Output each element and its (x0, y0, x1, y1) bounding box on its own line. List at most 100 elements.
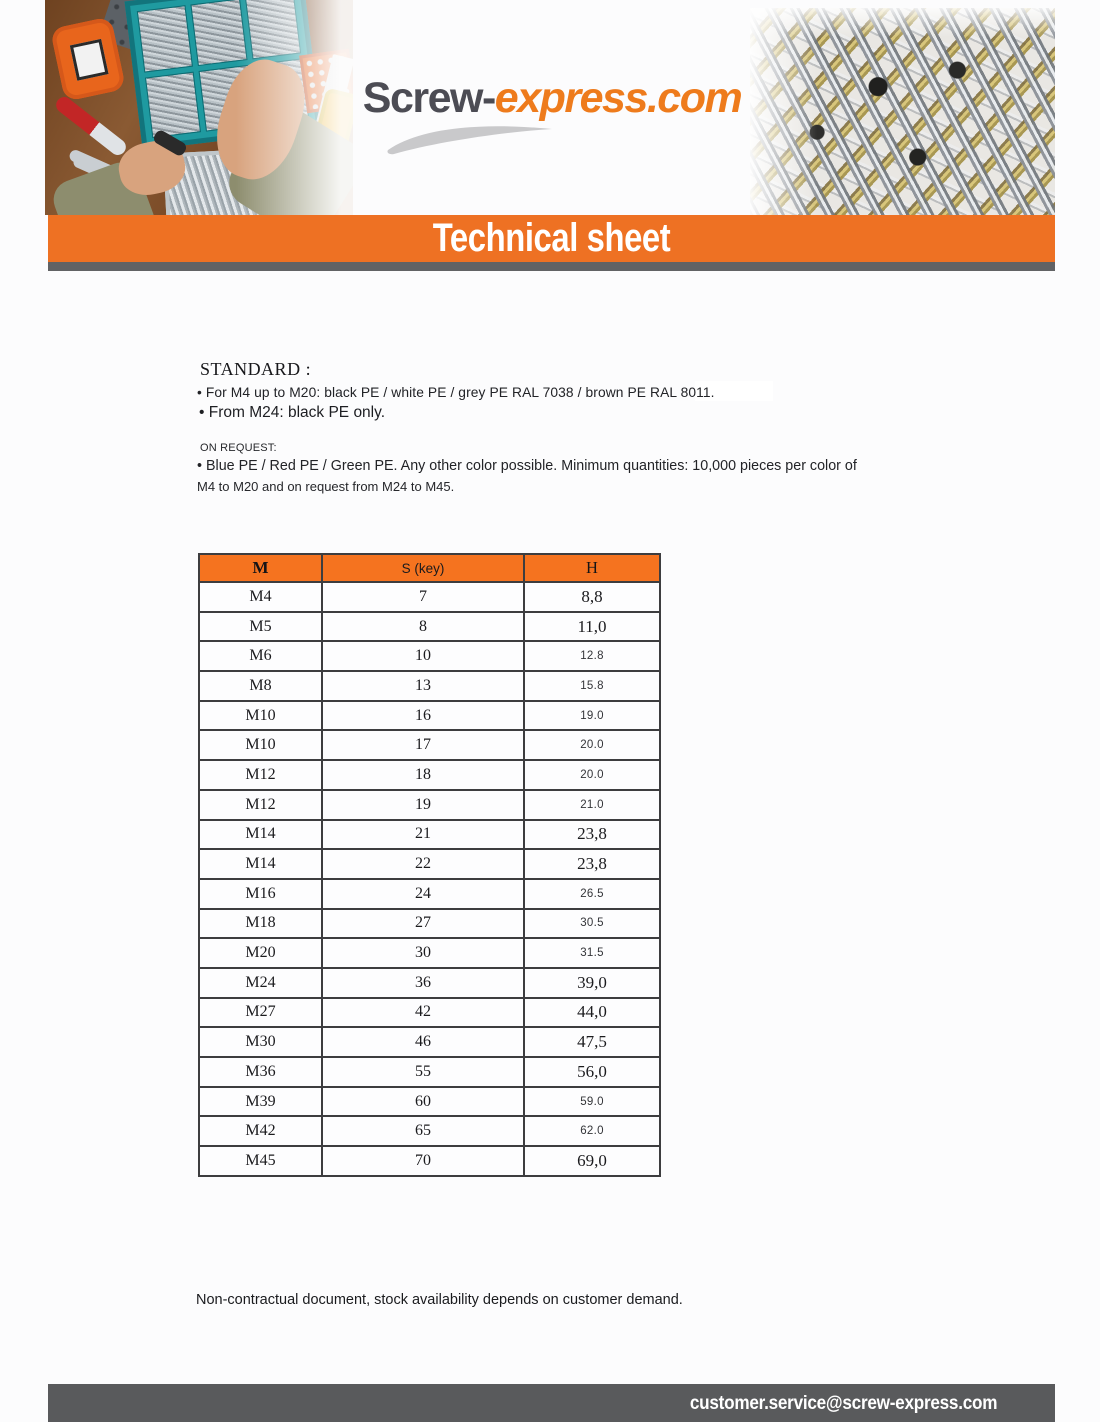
column-header-s-key: S (key) (321, 553, 525, 583)
table-row: M14 21 23,8 (198, 818, 661, 851)
cell-h: 23,8 (523, 818, 661, 851)
cell-m: M24 (198, 966, 323, 999)
cell-s-key: 60 (321, 1085, 525, 1118)
tape-measure-detail (49, 16, 127, 102)
dimensions-table: M S (key) H M4 7 8,8 M5 8 11,0 M6 10 12.… (198, 553, 661, 1177)
cell-m: M10 (198, 729, 323, 762)
standard-bullet-1: • For M4 up to M20: black PE / white PE … (197, 385, 715, 400)
cell-h: 11,0 (523, 610, 661, 643)
table-row: M12 18 20.0 (198, 759, 661, 791)
disclaimer-note: Non-contractual document, stock availabi… (196, 1292, 683, 1308)
drill-detail (300, 87, 353, 203)
cell-s-key: 30 (321, 937, 525, 969)
cell-s-key: 22 (321, 848, 525, 880)
cell-m: M42 (198, 1115, 323, 1148)
table-row: M24 36 39,0 (198, 966, 661, 999)
table-row: M4 7 8,8 (198, 581, 661, 613)
table-row: M30 46 47,5 (198, 1026, 661, 1058)
cell-s-key: 36 (321, 966, 525, 999)
cell-s-key: 27 (321, 907, 525, 940)
cell-s-key: 42 (321, 996, 525, 1029)
screw-organizer-detail (124, 0, 322, 151)
table-row: M20 30 31.5 (198, 937, 661, 969)
cell-s-key: 7 (321, 581, 525, 613)
screwdriver-detail (52, 93, 130, 159)
cell-h: 39,0 (523, 966, 661, 999)
footer-bar: customer.service@screw-express.com (48, 1384, 1055, 1422)
on-request-heading: ON REQUEST: (200, 442, 277, 454)
cell-m: M14 (198, 848, 323, 880)
cell-h: 8,8 (523, 581, 661, 613)
cell-m: M20 (198, 937, 323, 969)
cell-m: M12 (198, 788, 323, 821)
column-header-h: H (523, 553, 661, 583)
standard-heading: STANDARD : (200, 359, 312, 379)
cell-h: 47,5 (523, 1026, 661, 1058)
pegboard-detail (97, 0, 203, 67)
wrench-detail (71, 154, 141, 194)
cell-s-key: 19 (321, 788, 525, 821)
right-hand-detail (204, 50, 353, 215)
cell-s-key: 21 (321, 818, 525, 851)
spec-table-body: M4 7 8,8 M5 8 11,0 M6 10 12.8 M8 13 15.8… (198, 581, 661, 1177)
page-title: Technical sheet (432, 216, 671, 260)
table-row: M45 70 69,0 (198, 1145, 661, 1177)
cell-s-key: 18 (321, 759, 525, 791)
table-header-row: M S (key) H (198, 553, 661, 583)
table-row: M18 27 30.5 (198, 907, 661, 940)
cell-h: 44,0 (523, 996, 661, 1029)
table-row: M39 60 59.0 (198, 1085, 661, 1118)
background-patch (695, 381, 773, 401)
cell-s-key: 17 (321, 729, 525, 762)
cell-m: M14 (198, 818, 323, 851)
cell-h: 31.5 (523, 937, 661, 969)
cell-m: M45 (198, 1145, 323, 1177)
cell-m: M6 (198, 640, 323, 673)
title-banner: Technical sheet (48, 215, 1055, 262)
cell-m: M27 (198, 996, 323, 1029)
table-row: M27 42 44,0 (198, 996, 661, 1029)
table-row: M10 17 20.0 (198, 729, 661, 762)
workbench-photo (45, 0, 353, 215)
logo: Screw-express.com (352, 58, 752, 178)
logo-part1: Screw- (362, 74, 497, 122)
on-request-line-2: M4 to M20 and on request from M24 to M45… (197, 479, 455, 494)
banner-divider (48, 262, 1055, 271)
column-header-m: M (198, 553, 323, 583)
left-hand-detail (48, 128, 190, 215)
table-row: M6 10 12.8 (198, 640, 661, 673)
cell-m: M30 (198, 1026, 323, 1058)
cell-s-key: 8 (321, 610, 525, 643)
cell-h: 69,0 (523, 1145, 661, 1177)
cell-h: 30.5 (523, 907, 661, 940)
screw-tray-detail (163, 146, 305, 215)
cell-m: M4 (198, 581, 323, 613)
cell-m: M8 (198, 670, 323, 702)
cell-m: M18 (198, 907, 323, 940)
cell-h: 21.0 (523, 788, 661, 821)
cell-h: 56,0 (523, 1056, 661, 1088)
table-row: M42 65 62.0 (198, 1115, 661, 1148)
table-row: M16 24 26.5 (198, 877, 661, 910)
cell-m: M39 (198, 1085, 323, 1118)
logo-text: Screw-express.com (352, 74, 752, 123)
cell-h: 59.0 (523, 1085, 661, 1118)
table-row: M5 8 11,0 (198, 610, 661, 643)
cell-s-key: 55 (321, 1056, 525, 1088)
cell-m: M10 (198, 699, 323, 732)
on-request-line-1: • Blue PE / Red PE / Green PE. Any other… (197, 458, 857, 474)
cell-h: 20.0 (523, 729, 661, 762)
cell-s-key: 65 (321, 1115, 525, 1148)
cell-h: 15.8 (523, 670, 661, 702)
table-row: M14 22 23,8 (198, 848, 661, 880)
table-row: M10 16 19.0 (198, 699, 661, 732)
cell-s-key: 16 (321, 699, 525, 732)
cell-h: 19.0 (523, 699, 661, 732)
cell-h: 12.8 (523, 640, 661, 673)
table-row: M12 19 21.0 (198, 788, 661, 821)
cell-h: 23,8 (523, 848, 661, 880)
bit-box-detail (299, 48, 353, 114)
cell-s-key: 10 (321, 640, 525, 673)
cell-m: M5 (198, 610, 323, 643)
